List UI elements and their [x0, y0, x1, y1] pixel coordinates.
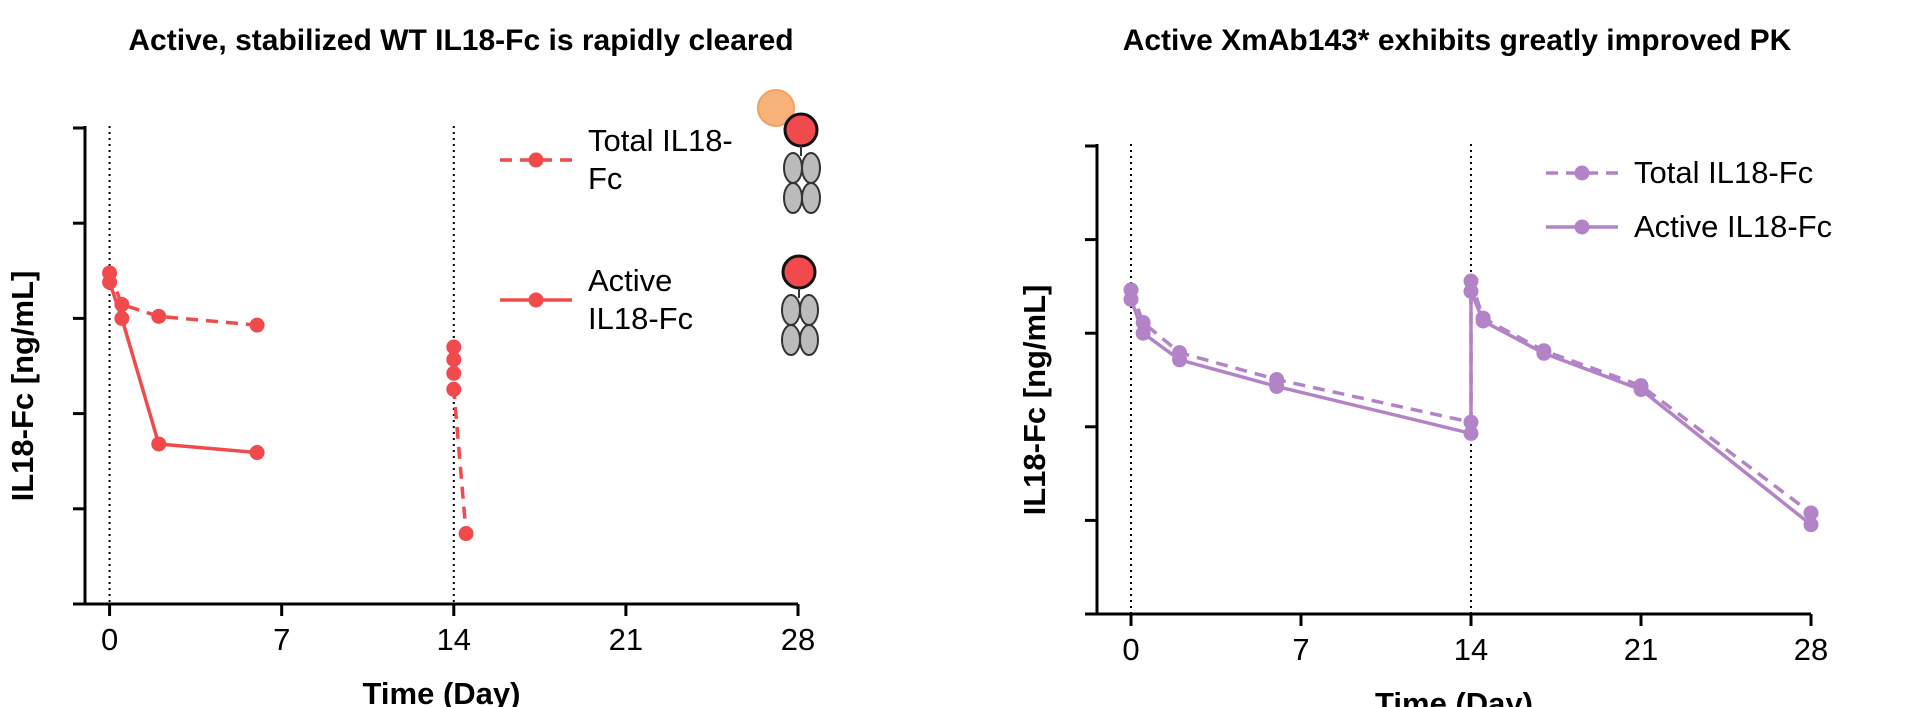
- legend-label: Active IL18-Fc: [1634, 209, 1833, 244]
- data-point: [102, 274, 118, 290]
- x-tick-label: 0: [101, 622, 118, 657]
- data-point: [1123, 291, 1139, 307]
- legend-marker: [528, 152, 544, 168]
- x-axis-label: Time (Day): [363, 676, 521, 707]
- data-point: [1633, 382, 1649, 398]
- data-point: [446, 339, 462, 355]
- series-line: [1129, 280, 1813, 515]
- data-point: [458, 526, 474, 542]
- series-line: [107, 281, 258, 455]
- data-point: [446, 365, 462, 381]
- x-tick-label: 21: [1624, 632, 1658, 667]
- series-line: [1129, 290, 1813, 527]
- data-point: [1172, 352, 1188, 368]
- data-point: [151, 308, 167, 324]
- x-tick-label: 14: [437, 622, 471, 657]
- data-point: [1269, 378, 1285, 394]
- x-tick-label: 28: [1794, 632, 1828, 667]
- x-tick-label: 0: [1122, 632, 1139, 667]
- legend-marker: [1574, 165, 1590, 181]
- x-axis-label: Time (Day): [1375, 686, 1533, 707]
- legend-marker: [1574, 219, 1590, 235]
- legend-label: Active IL18-Fc: [588, 263, 694, 336]
- molecule-icon: [757, 89, 821, 214]
- chart-title: Active, stabilized WT IL18-Fc is rapidly…: [128, 24, 793, 57]
- chart-title: Active XmAb143* exhibits greatly improve…: [1123, 24, 1792, 57]
- data-point: [1463, 425, 1479, 441]
- data-point: [114, 310, 130, 326]
- data-point: [249, 317, 265, 333]
- data-point: [446, 352, 462, 368]
- x-tick-label: 21: [609, 622, 643, 657]
- data-point: [446, 381, 462, 397]
- molecule-icon: [781, 254, 819, 356]
- data-point: [1135, 325, 1151, 341]
- data-point: [151, 436, 167, 452]
- data-point: [249, 445, 265, 461]
- legend-label: Total IL18-Fc: [588, 123, 733, 196]
- data-point: [1536, 345, 1552, 361]
- y-axis-label: IL18-Fc [ng/mL]: [5, 271, 40, 502]
- x-tick-label: 7: [273, 622, 290, 657]
- x-tick-label: 28: [781, 622, 815, 657]
- data-point: [1475, 313, 1491, 329]
- data-point: [1803, 517, 1819, 533]
- x-tick-label: 7: [1292, 632, 1309, 667]
- data-point: [1803, 505, 1819, 521]
- data-point: [1463, 283, 1479, 299]
- legend-marker: [528, 292, 544, 308]
- x-tick-label: 14: [1454, 632, 1488, 667]
- legend-label: Total IL18-Fc: [1634, 155, 1814, 190]
- y-axis-label: IL18-Fc [ng/mL]: [1017, 285, 1052, 516]
